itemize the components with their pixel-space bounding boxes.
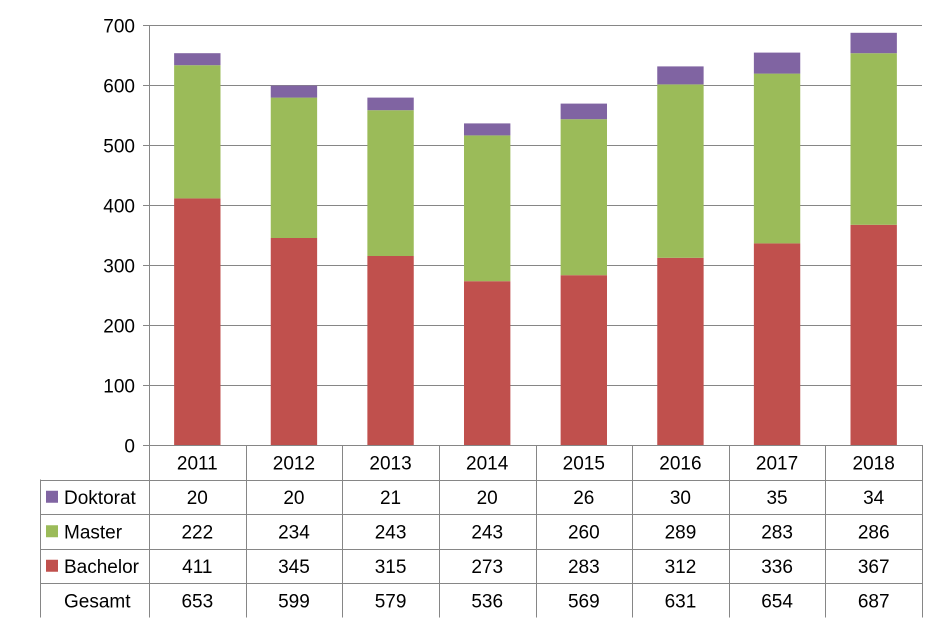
table-cell-doktorat: 35 bbox=[766, 488, 787, 509]
table-cell-master: 222 bbox=[181, 522, 213, 543]
table-cell-bachelor: 273 bbox=[471, 557, 503, 578]
bar-doktorat-2012 bbox=[270, 85, 318, 98]
bar-doktorat-2015 bbox=[560, 103, 608, 120]
y-tick-label: 700 bbox=[103, 17, 135, 38]
y-tick-label: 0 bbox=[124, 437, 135, 458]
table-cell-bachelor: 312 bbox=[665, 557, 697, 578]
bar-master-2015 bbox=[560, 119, 608, 276]
table-cell-doktorat: 21 bbox=[380, 488, 401, 509]
legend-swatch-master bbox=[46, 525, 58, 538]
bar-bachelor-2014 bbox=[463, 281, 511, 445]
y-tick-label: 200 bbox=[103, 317, 135, 338]
table-cell-master: 243 bbox=[471, 522, 503, 543]
bar-bachelor-2018 bbox=[850, 224, 897, 445]
table-cell-bachelor: 336 bbox=[761, 557, 793, 578]
table-cell-doktorat: 20 bbox=[283, 488, 304, 509]
table-cell-bachelor: 315 bbox=[375, 557, 407, 578]
legend-swatch-doktorat bbox=[46, 490, 58, 503]
y-tick-label: 100 bbox=[103, 377, 135, 398]
table-cell-doktorat: 30 bbox=[670, 488, 691, 509]
table-cell-bachelor: 283 bbox=[568, 557, 600, 578]
table-cell-bachelor: 367 bbox=[858, 557, 890, 578]
bar-doktorat-2014 bbox=[463, 123, 511, 136]
table-cell-total: 631 bbox=[665, 591, 697, 612]
x-category-label: 2017 bbox=[756, 453, 798, 474]
axes: 0 100 200 300 400 500 600 700 bbox=[103, 17, 922, 458]
table-cell-bachelor: 345 bbox=[278, 557, 310, 578]
legend-label-master: Master bbox=[64, 522, 123, 543]
bar-master-2014 bbox=[463, 135, 511, 282]
bar-bachelor-2013 bbox=[367, 256, 414, 445]
table-cell-master: 283 bbox=[761, 522, 793, 543]
table-cell-master: 286 bbox=[858, 522, 890, 543]
bars bbox=[174, 32, 897, 445]
y-tick-label: 500 bbox=[103, 137, 135, 158]
legend-label-bachelor: Bachelor bbox=[64, 557, 140, 578]
x-category-label: 2012 bbox=[273, 453, 315, 474]
bar-master-2018 bbox=[850, 53, 897, 225]
bar-bachelor-2016 bbox=[657, 257, 704, 445]
x-category-label: 2011 bbox=[177, 453, 218, 474]
legend-label-doktorat: Doktorat bbox=[64, 488, 137, 509]
x-category-label: 2015 bbox=[563, 453, 605, 474]
bar-master-2016 bbox=[657, 84, 704, 258]
bar-doktorat-2011 bbox=[174, 53, 221, 66]
bar-doktorat-2016 bbox=[657, 66, 704, 85]
table-cell-master: 260 bbox=[568, 522, 600, 543]
table-cell-total: 687 bbox=[858, 591, 890, 612]
table-cell-doktorat: 26 bbox=[573, 488, 594, 509]
table-cell-master: 243 bbox=[375, 522, 407, 543]
x-category-label: 2013 bbox=[369, 453, 411, 474]
legend-swatch-bachelor bbox=[46, 559, 58, 572]
table-cell-total: 654 bbox=[761, 591, 793, 612]
y-tick-label: 600 bbox=[103, 77, 135, 98]
y-tick-label: 300 bbox=[103, 257, 135, 278]
table-label-total: Gesamt bbox=[64, 591, 131, 612]
bar-master-2017 bbox=[753, 73, 801, 244]
table-cell-total: 653 bbox=[181, 591, 213, 612]
bar-bachelor-2011 bbox=[174, 198, 221, 445]
bar-doktorat-2013 bbox=[367, 97, 414, 111]
bar-doktorat-2017 bbox=[753, 52, 801, 74]
table-cell-master: 234 bbox=[278, 522, 310, 543]
bar-bachelor-2015 bbox=[560, 275, 608, 445]
x-category-label: 2014 bbox=[466, 453, 509, 474]
bar-master-2011 bbox=[174, 65, 221, 199]
table-cell-doktorat: 34 bbox=[863, 488, 885, 509]
table-cell-total: 579 bbox=[375, 591, 407, 612]
bar-master-2012 bbox=[270, 97, 318, 238]
table-cell-total: 569 bbox=[568, 591, 600, 612]
bar-master-2013 bbox=[367, 110, 414, 256]
table-cell-total: 536 bbox=[471, 591, 503, 612]
bar-doktorat-2018 bbox=[850, 32, 897, 54]
gridlines bbox=[149, 25, 922, 386]
y-tick-label: 400 bbox=[103, 197, 135, 218]
table-cell-doktorat: 20 bbox=[477, 488, 498, 509]
table-cell-total: 599 bbox=[278, 591, 310, 612]
table-cell-bachelor: 411 bbox=[182, 557, 212, 578]
bar-bachelor-2012 bbox=[270, 238, 318, 445]
table-cell-master: 289 bbox=[665, 522, 697, 543]
table-cell-doktorat: 20 bbox=[187, 488, 208, 509]
x-category-label: 2016 bbox=[659, 453, 701, 474]
x-category-label: 2018 bbox=[853, 453, 895, 474]
data-table: 2011 2012 2013 2014 2015 2016 2017 2018 Doktorat… bbox=[40, 445, 923, 618]
bar-bachelor-2017 bbox=[753, 243, 801, 445]
